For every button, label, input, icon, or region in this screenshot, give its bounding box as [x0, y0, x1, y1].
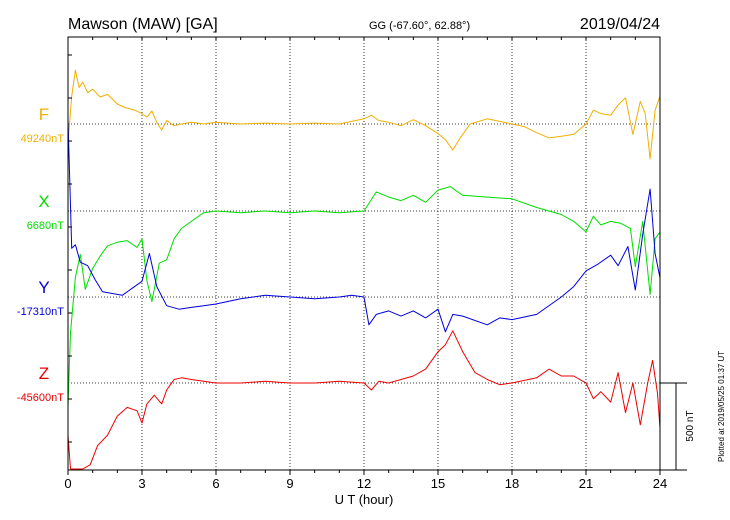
series-line-x	[67, 186, 661, 406]
series-name-x: X	[38, 192, 49, 211]
series-name-f: F	[39, 105, 49, 124]
scale-bar: 500 nT	[660, 382, 696, 471]
series-name-y: Y	[38, 278, 49, 297]
x-tick-label: 21	[579, 476, 593, 491]
station-title: Mawson (MAW) [GA]	[68, 16, 218, 33]
scale-bar-label: 500 nT	[685, 410, 696, 441]
x-tick-label: 3	[138, 476, 145, 491]
series-baseline-y: -17310nT	[17, 306, 64, 318]
series-name-z: Z	[39, 364, 49, 383]
series-baseline-z: -45600nT	[17, 392, 64, 404]
x-tick-label: 9	[286, 476, 293, 491]
x-tick-label: 12	[357, 476, 371, 491]
series-line-f	[67, 69, 661, 160]
series-baseline-x: 6680nT	[27, 220, 65, 232]
x-tick-label: 15	[431, 476, 445, 491]
x-axis-ticks: 0 3 6 9 12 15 18 21 24	[64, 37, 667, 491]
series-line-y	[67, 119, 661, 333]
chart-date: 2019/04/24	[580, 16, 660, 33]
grid-lines	[68, 37, 660, 470]
station-coordinates: GG (-67.60°, 62.88°)	[369, 20, 470, 32]
x-tick-label: 0	[64, 476, 71, 491]
series-labels: F 49240nT X 6680nT Y -17310nT Z -45600nT	[17, 105, 64, 404]
x-tick-label: 6	[212, 476, 219, 491]
series-line-z	[67, 330, 661, 470]
plotted-timestamp: Plotted at 2019/05/25 01:37 UT	[717, 351, 726, 462]
x-axis-label: U T (hour)	[335, 492, 394, 507]
series-lines	[67, 69, 661, 470]
x-tick-label: 24	[653, 476, 667, 491]
x-tick-label: 18	[505, 476, 519, 491]
series-baseline-f: 49240nT	[21, 133, 65, 145]
